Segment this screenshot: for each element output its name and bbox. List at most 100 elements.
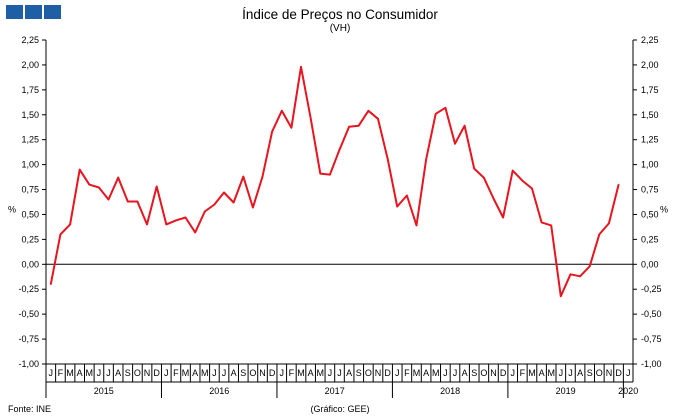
data-point [300, 66, 302, 68]
data-point [415, 224, 418, 227]
data-point [319, 172, 322, 175]
x-month-label: M [317, 368, 325, 378]
data-point [329, 173, 331, 176]
x-month-label: S [471, 368, 477, 378]
y-axis-label-right: % [660, 204, 668, 214]
x-month-label: J [510, 368, 515, 378]
data-point [50, 283, 52, 286]
y-tick-label-left: 0,50 [21, 209, 39, 219]
x-month-label: A [115, 368, 121, 378]
data-point [98, 186, 100, 189]
data-point [223, 191, 225, 194]
x-year-label: 2020 [618, 386, 638, 396]
x-month-label: J [164, 368, 169, 378]
x-month-label: A [346, 368, 352, 378]
data-point [550, 224, 553, 227]
series-line [49, 65, 620, 298]
data-point [203, 210, 206, 213]
data-point [569, 273, 572, 276]
x-year-label: 2015 [94, 386, 114, 396]
y-tick-label-left: 1,50 [21, 110, 39, 120]
data-point [117, 176, 119, 179]
x-month-label: J [49, 368, 54, 378]
y-tick-label-right: 2,00 [641, 60, 659, 70]
x-month-label: O [596, 368, 603, 378]
data-point [396, 205, 399, 208]
data-point [579, 275, 581, 278]
data-point [69, 223, 71, 226]
data-point [377, 117, 379, 120]
x-month-label: A [539, 368, 545, 378]
x-month-label: S [356, 368, 362, 378]
data-point [261, 175, 264, 178]
x-month-label: J [106, 368, 111, 378]
x-month-label: O [480, 368, 487, 378]
x-month-label: N [259, 368, 266, 378]
x-month-label: M [432, 368, 440, 378]
x-month-label: A [462, 368, 468, 378]
x-month-label: D [269, 368, 276, 378]
y-tick-label-left: 0,00 [21, 259, 39, 269]
chart-subtitle: (VH) [329, 23, 351, 34]
x-month-label: O [134, 368, 141, 378]
y-tick-label-right: 2,25 [641, 35, 659, 45]
y-tick-label-left: 1,75 [21, 85, 39, 95]
data-point [338, 148, 341, 151]
y-tick-label-left: 0,25 [21, 234, 39, 244]
data-point [213, 203, 216, 206]
data-point [146, 223, 148, 226]
data-point [511, 169, 514, 172]
data-point [454, 142, 456, 145]
data-point [617, 183, 620, 186]
x-month-label: D [500, 368, 507, 378]
y-tick-label-left: -0,50 [18, 309, 39, 319]
y-tick-label-right: 0,00 [641, 259, 659, 269]
data-point [242, 175, 245, 178]
y-tick-label-left: -0,75 [18, 334, 39, 344]
data-point [309, 116, 312, 119]
data-point [194, 231, 196, 234]
x-month-label: F [58, 368, 64, 378]
x-month-label: J [97, 368, 102, 378]
x-month-label: M [547, 368, 555, 378]
data-point [252, 206, 254, 209]
x-month-label: M [86, 368, 94, 378]
x-month-label: M [201, 368, 209, 378]
x-month-label: J [222, 368, 227, 378]
x-month-label: M [528, 368, 536, 378]
data-point [175, 219, 177, 222]
x-month-label: N [144, 368, 151, 378]
data-point [155, 185, 158, 188]
data-point [406, 194, 408, 197]
x-month-label: M [66, 368, 74, 378]
data-point [473, 167, 476, 170]
x-month-label: F [173, 368, 179, 378]
x-month-label: J [280, 368, 285, 378]
x-month-label: D [615, 368, 622, 378]
logo-block-2 [25, 5, 42, 19]
data-point [588, 265, 591, 268]
x-month-label: M [297, 368, 305, 378]
y-tick-label-left: 2,00 [21, 60, 39, 70]
y-axis-label-left: % [8, 204, 16, 214]
y-tick-label-right: 1,50 [641, 110, 659, 120]
x-month-label: F [520, 368, 526, 378]
data-point [184, 216, 187, 219]
x-month-label: A [231, 368, 237, 378]
data-point [232, 201, 235, 204]
y-tick-label-left: -0,25 [18, 284, 39, 294]
x-month-label: S [240, 368, 246, 378]
x-month-label: D [384, 368, 391, 378]
x-year-label: 2018 [440, 386, 460, 396]
x-month-label: F [289, 368, 295, 378]
data-point [521, 179, 524, 182]
data-point [386, 157, 389, 160]
y-tick-label-right: -0,25 [641, 284, 662, 294]
data-point [425, 158, 427, 161]
x-month-label: F [404, 368, 410, 378]
data-point [444, 106, 447, 109]
x-year-label: 2017 [325, 386, 345, 396]
x-month-label: S [587, 368, 593, 378]
data-point [483, 176, 485, 179]
